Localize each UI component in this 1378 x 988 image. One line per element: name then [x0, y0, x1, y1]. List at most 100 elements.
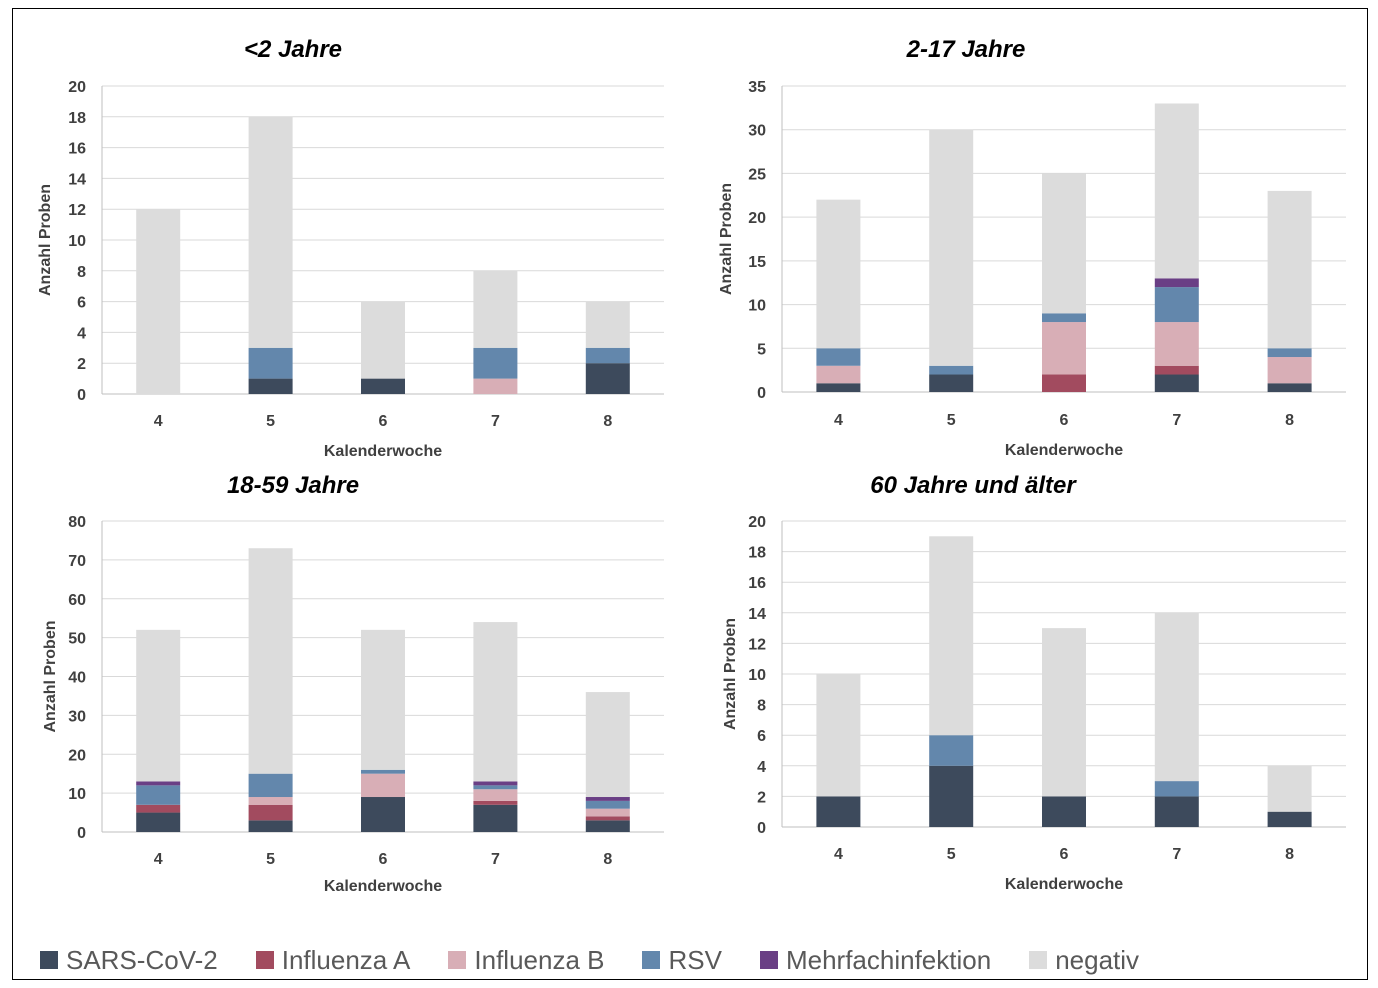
legend-swatch — [759, 951, 778, 969]
chart-title: 60 Jahre und älter — [870, 472, 1077, 499]
bar-segment-negativ — [1154, 103, 1199, 279]
bar-segment-mehrfachinfektion — [473, 781, 518, 786]
y-tick-label: 10 — [748, 298, 766, 315]
bar-segment-negativ — [1267, 765, 1312, 812]
bar-segment-influenza-a — [1154, 365, 1199, 375]
chart-panel-2: 0 5 10 15 20 25 30 35 4 5 6 7 8 2-17 Jahre Kalenderwoc… — [718, 36, 1346, 459]
y-axis-label: Anzahl Proben — [718, 183, 735, 295]
y-tick-label: 20 — [748, 514, 766, 531]
bar-segment-sars-cov-2 — [816, 383, 861, 392]
bar-segment-sars-cov-2 — [1042, 796, 1086, 827]
y-tick-label: 10 — [68, 786, 86, 803]
y-tick-label: 2 — [77, 356, 86, 373]
y-tick-label: 14 — [68, 171, 86, 188]
bar-segment-sars-cov-2 — [1154, 796, 1199, 827]
legend-label: Influenza A — [281, 944, 411, 975]
bar-segment-sars-cov-2 — [361, 797, 405, 832]
y-tick-label: 25 — [748, 166, 766, 183]
bar-segment-sars-cov-2 — [1267, 811, 1312, 827]
bar-segment-rsv — [136, 785, 181, 805]
y-tick-label: 5 — [757, 341, 766, 358]
bar-segment-rsv — [473, 347, 518, 379]
bar-segment-sars-cov-2 — [585, 363, 630, 394]
legend-item-sars-cov-2: SARS-CoV-2 — [40, 945, 218, 976]
chart-panel-3: 0 10 20 30 40 50 60 70 80 4 5 6 7 8 18-59 Jahre Kalende… — [42, 472, 664, 895]
bar-segment-sars-cov-2 — [1267, 383, 1312, 392]
figure-frame — [12, 8, 1368, 980]
bar-segment-rsv — [929, 365, 974, 375]
bar-segment-negativ — [473, 622, 518, 782]
y-tick-label: 4 — [77, 325, 86, 342]
bar-segment-influenza-b — [1267, 357, 1312, 384]
bar-segment-negativ — [136, 629, 181, 782]
y-tick-label: 20 — [68, 747, 86, 764]
legend-swatch — [448, 951, 467, 969]
bar-segment-mehrfachinfektion — [585, 797, 630, 801]
bar-segment-influenza-b — [473, 789, 518, 801]
legend-label: RSV — [668, 944, 722, 975]
bar-segment-influenza-b — [1154, 322, 1199, 366]
bar-segment-negativ — [816, 199, 861, 349]
bar-segment-rsv — [361, 769, 405, 774]
bar-segment-influenza-b — [473, 378, 518, 394]
bar-segment-negativ — [1042, 173, 1086, 314]
legend-item-negativ: negativ — [1029, 945, 1139, 976]
bar-segment-negativ — [248, 116, 293, 348]
bar-segment-influenza-b — [585, 808, 630, 817]
bar-segment-rsv — [1154, 781, 1199, 797]
x-tick-label: 7 — [491, 851, 500, 868]
x-tick-label: 8 — [1285, 846, 1294, 863]
legend-label: Mehrfachinfektion — [785, 944, 992, 975]
y-tick-label: 16 — [68, 141, 86, 158]
y-tick-label: 70 — [68, 553, 86, 570]
y-tick-label: 10 — [748, 667, 766, 684]
x-tick-label: 4 — [154, 413, 163, 430]
y-tick-label: 6 — [757, 728, 766, 745]
bar-segment-rsv — [1042, 313, 1086, 323]
bar-segment-sars-cov-2 — [929, 374, 974, 392]
bar-segment-influenza-a — [136, 804, 181, 813]
bar-segment-mehrfachinfektion — [1154, 278, 1199, 288]
bar-segment-negativ — [1042, 628, 1086, 797]
y-axis-label: Anzahl Proben — [42, 620, 59, 732]
bar-segment-negativ — [1154, 612, 1199, 782]
x-tick-label: 6 — [1060, 846, 1069, 863]
legend-item-rsv: RSV — [642, 944, 722, 976]
bar-segment-sars-cov-2 — [136, 812, 181, 832]
y-tick-label: 0 — [77, 825, 86, 842]
bar-segment-negativ — [473, 270, 518, 348]
x-tick-label: 6 — [1060, 412, 1069, 429]
x-axis-label: Kalenderwoche — [1005, 442, 1123, 459]
bar-segment-influenza-b — [816, 365, 861, 384]
x-tick-label: 4 — [834, 412, 843, 429]
y-tick-label: 10 — [68, 233, 86, 250]
chart-panel-4: 0 2 4 6 8 10 12 14 16 18 20 4 5 6 7 8 60 Jahre und älter… — [722, 472, 1346, 893]
y-tick-label: 20 — [68, 79, 86, 96]
bar-segment-rsv — [585, 800, 630, 809]
y-tick-label: 60 — [68, 592, 86, 609]
bar-segment-negativ — [248, 548, 293, 774]
legend-swatch — [1029, 951, 1048, 969]
y-axis-label: Anzahl Proben — [722, 618, 739, 730]
bar-segment-negativ — [929, 129, 974, 366]
bar-segment-influenza-a — [585, 816, 630, 821]
chart-title: <2 Jahre — [244, 36, 342, 63]
bar-segment-negativ — [1267, 190, 1312, 349]
x-tick-label: 4 — [154, 851, 163, 868]
bar-segment-sars-cov-2 — [585, 820, 630, 832]
bar-segment-rsv — [1154, 287, 1199, 323]
bar-segment-rsv — [473, 785, 518, 790]
y-tick-label: 0 — [77, 387, 86, 404]
bar-segment-sars-cov-2 — [248, 378, 293, 394]
y-tick-label: 12 — [68, 202, 86, 219]
bar-segment-rsv — [248, 347, 293, 379]
x-tick-label: 8 — [603, 413, 612, 430]
y-tick-label: 18 — [748, 545, 766, 562]
x-tick-label: 8 — [1285, 412, 1294, 429]
bar-segment-negativ — [585, 301, 630, 348]
bar-segment-sars-cov-2 — [929, 765, 974, 827]
bar-segment-influenza-a — [248, 804, 293, 821]
y-tick-label: 50 — [68, 631, 86, 648]
x-tick-label: 5 — [947, 846, 956, 863]
y-tick-label: 6 — [77, 295, 86, 312]
